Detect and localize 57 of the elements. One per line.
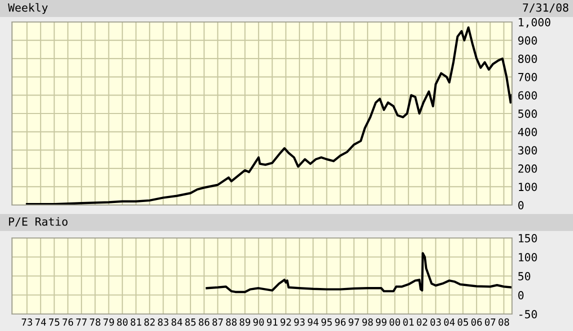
x-tick-label: 82	[144, 318, 155, 326]
x-tick-label: 94	[308, 318, 318, 326]
x-tick-label: 04	[444, 318, 455, 326]
x-tick-label: 06	[471, 318, 482, 326]
x-tick-label: 79	[104, 318, 114, 326]
y-tick-label: 100	[518, 182, 537, 192]
x-tick-label: 85	[185, 318, 196, 326]
y-tick-label: 100	[518, 253, 537, 262]
x-tick-label: 92	[280, 318, 291, 326]
x-tick-label: 73	[22, 318, 32, 326]
x-tick-label: 01	[403, 318, 414, 326]
y-tick-label: 700	[518, 72, 537, 82]
y-tick-label: 400	[518, 128, 537, 136]
x-tick-label: 76	[62, 318, 74, 326]
line-series	[26, 26, 512, 205]
x-tick-label: 89	[240, 318, 250, 326]
chart-title: P/E Ratio	[9, 217, 68, 227]
x-tick-label: 74	[35, 318, 46, 326]
y-tick-label: 600	[518, 91, 537, 100]
x-tick-label: 81	[130, 318, 142, 326]
x-tick-label: 78	[90, 318, 100, 326]
x-tick-label: 03	[430, 318, 441, 326]
x-tick-label: 90	[253, 318, 264, 326]
y-tick-label: 800	[518, 54, 537, 64]
y-tick-label: 900	[518, 36, 537, 45]
x-tick-label: 91	[266, 318, 278, 326]
x-tick-label: 84	[172, 318, 182, 326]
y-tick-label: -50	[519, 310, 537, 318]
x-tick-label: 99	[376, 318, 386, 326]
y-tick-label: 150	[518, 234, 537, 242]
text: 7/31/08	[522, 3, 568, 13]
chart-title: Weekly	[8, 3, 48, 14]
x-tick-label: 98	[362, 318, 373, 326]
y-tick-label: 0	[518, 291, 524, 300]
x-tick-label: 08	[498, 318, 510, 326]
x-tick-label: 95	[321, 318, 332, 326]
y-tick-label: 50	[518, 272, 530, 280]
x-tick-label: 77	[76, 318, 87, 326]
x-tick-label: 07	[484, 318, 496, 326]
x-tick-label: 86	[198, 318, 210, 326]
y-tick-label: 1,000	[518, 18, 550, 28]
y-tick-label: 500	[518, 110, 537, 118]
x-tick-label: 96	[335, 318, 346, 326]
x-tick-label: 88	[226, 318, 237, 326]
x-tick-label: 97	[348, 318, 360, 326]
x-tick-label: 00	[390, 318, 400, 326]
x-tick-label: 05	[458, 318, 468, 326]
y-tick-label: 200	[518, 164, 537, 173]
x-tick-label: 02	[416, 318, 428, 326]
line-series	[206, 252, 512, 294]
y-tick-label: 300	[518, 146, 537, 155]
x-tick-label: 83	[158, 318, 168, 326]
x-tick-label: 87	[212, 318, 223, 326]
x-tick-label: 75	[49, 318, 60, 326]
x-tick-label: 93	[294, 318, 305, 326]
y-tick-label: 0	[518, 201, 524, 210]
x-tick-label: 80	[117, 318, 128, 326]
